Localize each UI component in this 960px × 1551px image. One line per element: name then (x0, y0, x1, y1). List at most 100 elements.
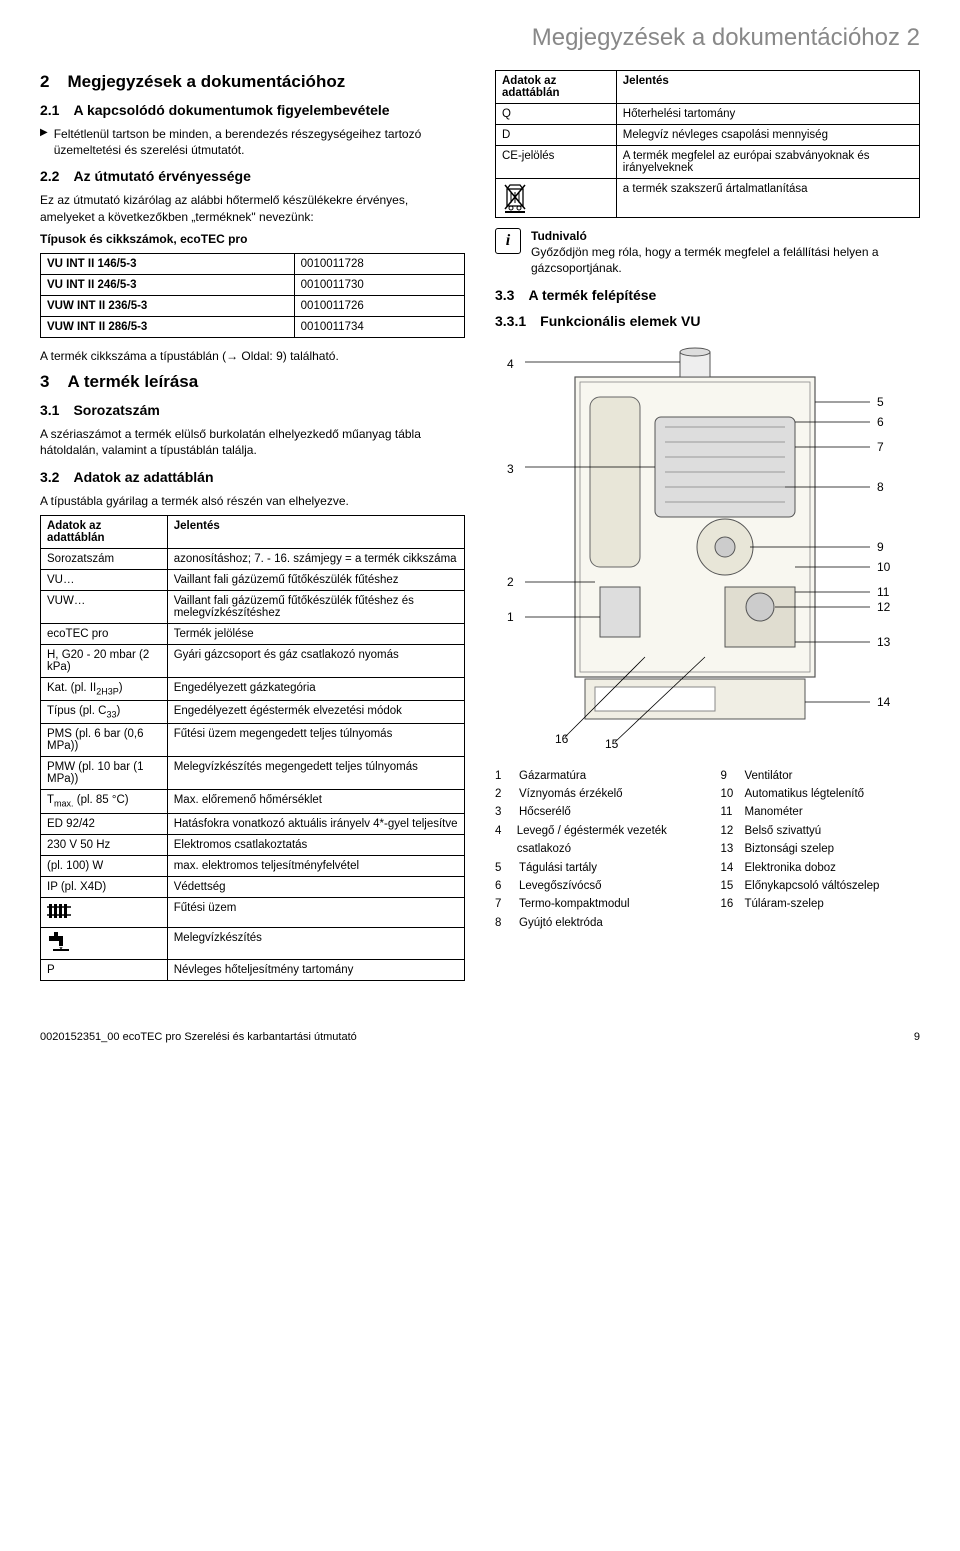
subsection-number: 3.1 (40, 402, 59, 418)
section-number: 2 (40, 72, 49, 92)
diagram-label-14: 14 (877, 695, 890, 709)
table-cell: Engedélyezett gázkategória (167, 677, 464, 700)
legend-item: 9Ventilátor (721, 767, 921, 785)
diagram-label-6: 6 (877, 415, 884, 429)
table-cell: Elektromos csatlakoztatás (167, 834, 464, 855)
table-cell: 0010011734 (294, 316, 464, 337)
legend-number: 4 (495, 822, 509, 859)
table-header: Jelentés (167, 515, 464, 548)
table-cell: (pl. 100) W (41, 855, 168, 876)
table-cell: Védettség (167, 876, 464, 897)
table-cell: Tmax. (pl. 85 °C) (41, 790, 168, 813)
legend-number: 2 (495, 785, 511, 803)
table-header: Adatok az adattáblán (41, 515, 168, 548)
legend-text: Belső szivattyú (745, 822, 822, 840)
subsection-title: Sorozatszám (73, 402, 159, 418)
table-cell: ED 92/42 (41, 813, 168, 834)
diagram-label-5: 5 (877, 395, 884, 409)
table-cell: Vaillant fali gázüzemű fűtőkészülék fűté… (167, 569, 464, 590)
legend-text: Előnykapcsoló váltószelep (745, 877, 880, 895)
diagram-label-16: 16 (555, 732, 568, 746)
table-cell: VUW INT II 236/5-3 (41, 295, 295, 316)
diagram-label-3: 3 (507, 462, 514, 476)
legend-number: 13 (721, 840, 737, 858)
table-cell: Q (496, 104, 617, 125)
diagram-label-4: 4 (507, 357, 514, 371)
legend-item: 11 Manométer (721, 803, 921, 821)
table-header: Jelentés (616, 71, 919, 104)
page: Megjegyzések a dokumentációhoz 2 2 Megje… (0, 0, 960, 1063)
subsection-number: 3.2 (40, 469, 59, 485)
legend-text: Ventilátor (745, 767, 793, 785)
table-cell: 0010011728 (294, 253, 464, 274)
table-cell (41, 927, 168, 959)
table-cell: P (41, 959, 168, 980)
legend-right-column: 9Ventilátor10Automatikus légtelenítő11Ma… (721, 767, 921, 933)
legend-text: Manométer (745, 803, 803, 821)
subsection-title: Funkcionális elemek VU (540, 313, 700, 329)
legend-number: 14 (721, 859, 737, 877)
info-icon: i (495, 228, 521, 254)
legend-text: Hőcserélő (519, 803, 571, 821)
subsection-number: 2.1 (40, 102, 59, 118)
table-cell (41, 897, 168, 927)
types-table: VU INT II 146/5-30010011728VU INT II 246… (40, 253, 465, 338)
table-cell: max. elektromos teljesítményfelvétel (167, 855, 464, 876)
subsection-title: A termék felépítése (528, 287, 656, 303)
table-cell: Melegvíz névleges csapolási mennyiség (616, 125, 919, 146)
legend-text: Tágulási tartály (519, 859, 597, 877)
legend-item: 15Előnykapcsoló váltószelep (721, 877, 921, 895)
legend-number: 11 (721, 803, 737, 821)
left-column: 2 Megjegyzések a dokumentációhoz 2.1 A k… (40, 64, 465, 991)
legend-item: 13Biztonsági szelep (721, 840, 921, 858)
info-text: Tudnivaló Győződjön meg róla, hogy a ter… (531, 228, 920, 277)
table-cell: PMW (pl. 10 bar (1 MPa)) (41, 757, 168, 790)
legend-item: 7Termo-kompaktmodul (495, 895, 695, 913)
section-2-heading: 2 Megjegyzések a dokumentációhoz (40, 72, 465, 92)
table-cell: VUW INT II 286/5-3 (41, 316, 295, 337)
legend-item: 2 Víznyomás érzékelő (495, 785, 695, 803)
section-title: Megjegyzések a dokumentációhoz (67, 72, 345, 92)
right-column: Adatok az adattáblánJelentésQHőterhelési… (495, 64, 920, 991)
legend-item: 8 Gyújtó elektróda (495, 914, 695, 932)
triangle-bullet-icon: ▶ (40, 126, 48, 158)
tap-icon (47, 936, 71, 956)
legend-number: 8 (495, 914, 511, 932)
legend-text: Termo-kompaktmodul (519, 895, 630, 913)
table-cell: 230 V 50 Hz (41, 834, 168, 855)
legend-number: 3 (495, 803, 511, 821)
subsection-number: 2.2 (40, 168, 59, 184)
table-cell: a termék szakszerű ártalmatlanítása (616, 179, 919, 218)
legend-text: Gázarmatúra (519, 767, 586, 785)
top-header: Megjegyzések a dokumentációhoz 2 (40, 24, 920, 52)
table-cell: Gyári gázcsoport és gáz csatlakozó nyomá… (167, 644, 464, 677)
types-note: A termék cikkszáma a típustáblán (→ Olda… (40, 348, 465, 364)
table-cell: D (496, 125, 617, 146)
legend-item: 4Levegő / égéstermék vezeték csatlakozó (495, 822, 695, 859)
legend-text: Elektronika doboz (745, 859, 836, 877)
table-cell: A termék megfelel az európai szabványokn… (616, 146, 919, 179)
table-cell: IP (pl. X4D) (41, 876, 168, 897)
table-header: Adatok az adattáblán (496, 71, 617, 104)
table-cell: Termék jelölése (167, 623, 464, 644)
paragraph: A szériaszámot a termék elülső burkolatá… (40, 426, 465, 458)
table-cell: Fűtési üzem (167, 897, 464, 927)
subsection-title: Az útmutató érvényessége (73, 168, 250, 184)
table-cell: VU… (41, 569, 168, 590)
legend-text: Víznyomás érzékelő (519, 785, 623, 803)
table-cell: CE-jelölés (496, 146, 617, 179)
table-cell (496, 179, 617, 218)
table-cell: Engedélyezett égéstermék elvezetési módo… (167, 700, 464, 723)
footer-page-number: 9 (914, 1031, 920, 1043)
legend-text: Gyújtó elektróda (519, 914, 603, 932)
table-cell: VU INT II 246/5-3 (41, 274, 295, 295)
table-cell: VUW… (41, 590, 168, 623)
waste-bin-icon (502, 183, 610, 213)
section-3-1-heading: 3.1 Sorozatszám (40, 402, 465, 418)
subsection-number: 3.3 (495, 287, 514, 303)
table-cell: Típus (pl. C33) (41, 700, 168, 723)
table-cell: Hatásfokra vonatkozó aktuális irányelv 4… (167, 813, 464, 834)
diagram-svg (525, 347, 885, 747)
table-cell: 0010011730 (294, 274, 464, 295)
legend-item: 3 Hőcserélő (495, 803, 695, 821)
